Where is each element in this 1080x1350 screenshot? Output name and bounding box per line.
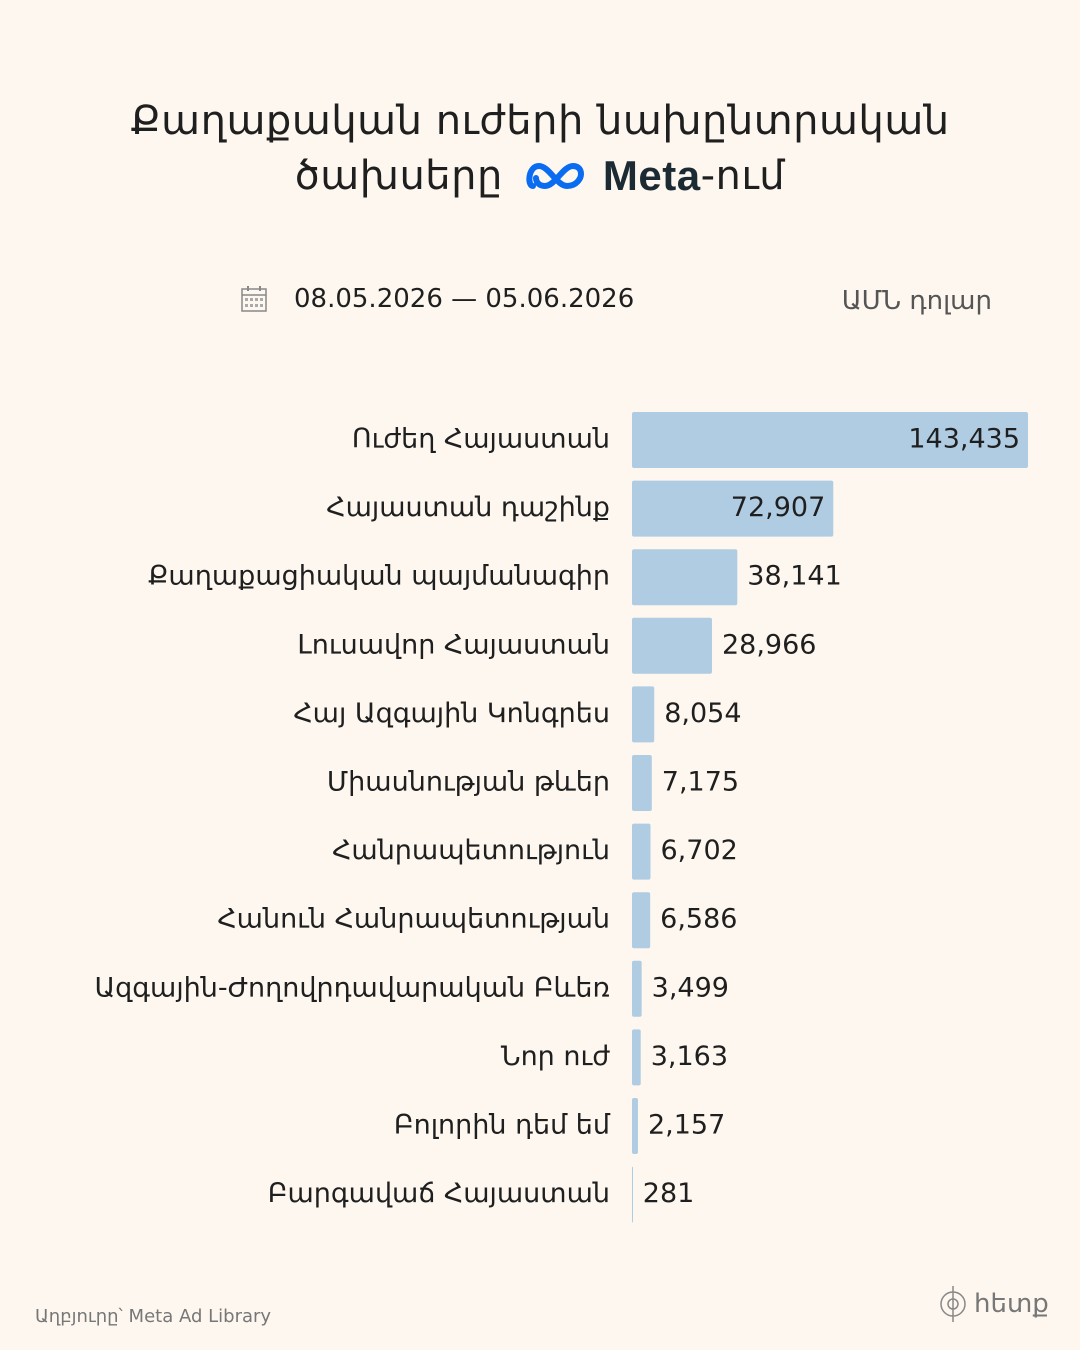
calendar-icon — [241, 286, 267, 312]
bar — [632, 549, 738, 606]
bar — [632, 755, 652, 811]
value-label: 28,966 — [722, 629, 816, 660]
value-label: 38,141 — [747, 561, 841, 592]
chart-title: Քաղաքական ուժերի նախընտրական — [130, 98, 950, 144]
value-label: 3,499 — [652, 972, 729, 1003]
category-label: Քաղաքացիական պայմանագիր — [148, 561, 610, 592]
brand-logo — [526, 162, 584, 190]
bar — [632, 823, 651, 880]
value-label: 6,702 — [661, 835, 738, 866]
category-label: Հանրապետություն — [332, 835, 610, 866]
bar — [632, 892, 651, 949]
bar — [632, 1098, 638, 1154]
publisher-logo: հետք — [938, 1284, 1049, 1324]
chart-title: -ում — [700, 153, 786, 199]
category-label: Հայ Ազգային Կոնգրես — [293, 698, 610, 729]
category-label: Լուսավոր Հայաստան — [297, 629, 610, 660]
value-label: 3,163 — [651, 1041, 728, 1072]
value-label: 143,435 — [908, 424, 1020, 455]
value-label: 281 — [643, 1178, 695, 1209]
source-note: Աղբյուրը՝ Meta Ad Library — [35, 1306, 272, 1327]
category-label: Հանուն Հանրապետության — [217, 904, 610, 935]
publisher-name: հետք — [974, 1289, 1049, 1319]
brand-name: Meta — [602, 152, 701, 199]
category-label: Ազգային-Ժողովրդավարական Բևեռ — [94, 972, 610, 1003]
category-label: Բոլորին դեմ եմ — [394, 1110, 611, 1141]
bar — [632, 617, 712, 674]
date-range: 08.05.2026 — 05.06.2026 — [240, 284, 634, 314]
value-label: 6,586 — [660, 904, 737, 935]
unit-label: ԱՄՆ դոլար — [841, 286, 992, 316]
category-label: Միասնության թևեր — [327, 767, 610, 798]
category-label: Ուժեղ Հայաստան — [352, 424, 610, 455]
bar — [632, 960, 642, 1017]
bar — [632, 412, 1028, 468]
value-label: 7,175 — [662, 767, 739, 798]
value-label: 2,157 — [648, 1110, 725, 1141]
value-label: 72,907 — [731, 492, 825, 523]
bar — [632, 686, 655, 743]
publisher-icon — [940, 1286, 966, 1322]
category-label: Հայաստան դաշինք — [326, 492, 610, 523]
bar — [632, 1029, 641, 1086]
chart-title-line: ծախսերը Meta -ում — [0, 152, 1080, 200]
category-label: Նոր ուժ — [501, 1041, 610, 1072]
bar — [632, 1166, 633, 1223]
bar — [632, 480, 834, 537]
value-label: 8,054 — [664, 698, 741, 729]
date-text: 08.05.2026 — 05.06.2026 — [294, 284, 635, 314]
category-label: Բարգավաճ Հայաստան — [268, 1178, 610, 1209]
chart-title: ծախսերը — [294, 153, 503, 199]
